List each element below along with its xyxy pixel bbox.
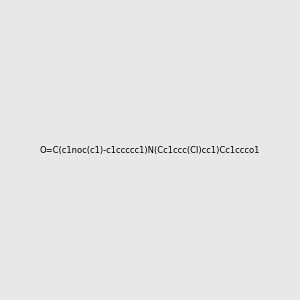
Text: O=C(c1noc(c1)-c1ccccc1)N(Cc1ccc(Cl)cc1)Cc1ccco1: O=C(c1noc(c1)-c1ccccc1)N(Cc1ccc(Cl)cc1)C… xyxy=(40,146,260,154)
